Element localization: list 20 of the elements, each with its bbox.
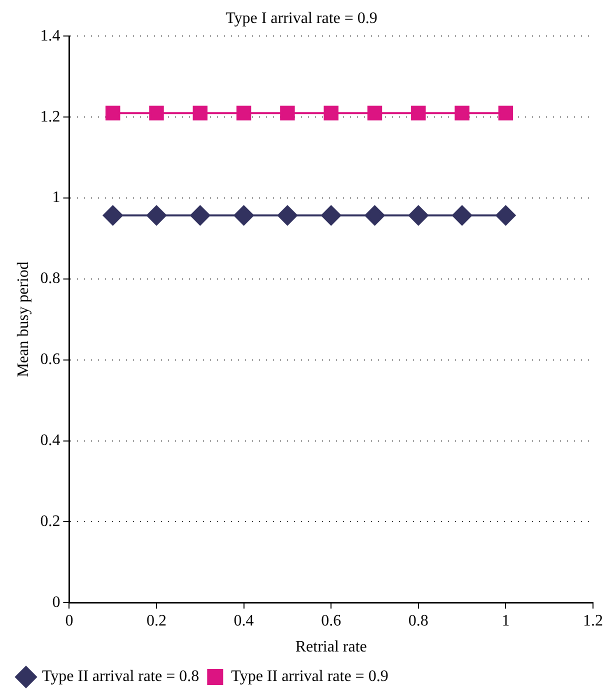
y-tick-label: 0.2 [40, 512, 60, 530]
x-tick-label: 1 [502, 612, 510, 630]
legend-label: Type II arrival rate = 0.9 [231, 668, 388, 686]
y-tick-label: 0 [52, 594, 60, 611]
y-tick-label: 1 [52, 189, 60, 206]
x-tick-label: 0.8 [408, 612, 428, 630]
x-tick-label: 1.2 [583, 612, 603, 630]
y-tick-label: 1.2 [40, 108, 60, 126]
y-axis-title: Mean busy period [14, 262, 32, 378]
y-tick-label: 0.4 [40, 432, 60, 449]
x-tick-label: 0 [65, 612, 74, 630]
x-axis-title: Retrial rate [295, 638, 367, 656]
legend-label: Type II arrival rate = 0.8 [42, 668, 200, 686]
y-tick-label: 1.4 [40, 27, 60, 44]
y-tick-label: 0.6 [40, 351, 60, 368]
y-tick-label: 0.8 [40, 270, 60, 288]
chart-title: Type I arrival rate = 0.9 [226, 10, 378, 27]
x-tick-label: 0.2 [146, 612, 166, 630]
x-tick-label: 0.4 [234, 612, 254, 630]
x-tick-label: 0.6 [321, 612, 342, 630]
